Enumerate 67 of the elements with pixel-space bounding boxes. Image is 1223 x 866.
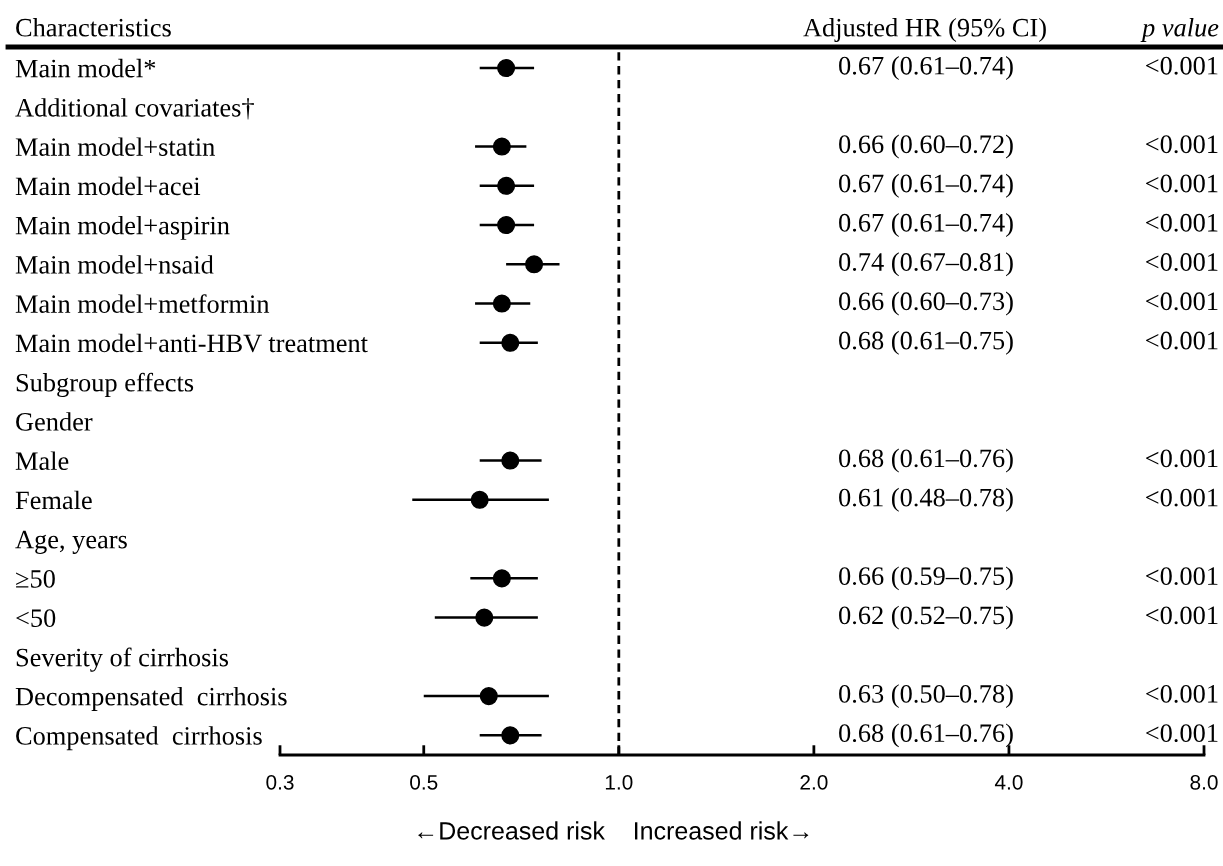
annotation: <0.001: [1146, 56, 1218, 75]
y-tick-label: Main model+nsaid: [15, 255, 214, 274]
y-tick-label: Severity of cirrhosis: [16, 647, 229, 672]
y-tick-label: Main model+statin: [15, 137, 215, 156]
annotation: <0.001: [1146, 567, 1218, 586]
annotation: <0.001: [1146, 292, 1218, 311]
point: [470, 490, 489, 509]
annotation: 0.66 (0.59–0.75): [839, 566, 1013, 591]
point: [475, 608, 494, 627]
point: [497, 176, 516, 195]
y-tick-label: ≥50: [16, 569, 55, 588]
annotation: <0.001: [1146, 135, 1218, 154]
point: [501, 333, 520, 352]
y-tick-label: Main model+anti-HBV treatment: [15, 333, 368, 353]
annotation: 0.63 (0.50–0.78): [839, 684, 1013, 709]
annotation: <0.001: [1146, 213, 1218, 232]
annotation: 0.66 (0.60–0.72): [839, 134, 1013, 159]
annotation: <0.001: [1146, 174, 1218, 193]
text: Increased risk→: [635, 821, 809, 840]
y-tick-label: Age, years: [15, 530, 127, 554]
annotation: 0.74 (0.67–0.81): [839, 252, 1013, 277]
annotation: <0.001: [1146, 331, 1218, 350]
y-tick-label: Gender: [16, 412, 93, 431]
point: [479, 687, 498, 706]
point: [501, 451, 520, 470]
y-tick-label: Male: [15, 451, 69, 470]
annotation: 0.68 (0.61–0.75): [839, 330, 1013, 355]
point: [501, 726, 520, 745]
x-tick-label: 2.0: [800, 774, 828, 790]
annotation: <0.001: [1146, 606, 1218, 625]
annotation: 0.67 (0.61–0.74): [839, 213, 1013, 238]
x-tick-label: 0.3: [266, 774, 294, 790]
annotation: 0.62 (0.52–0.75): [839, 605, 1013, 630]
annotation: 0.67 (0.61–0.74): [839, 173, 1013, 198]
text: Adjusted HR (95% CI): [803, 18, 1046, 42]
annotation: <0.001: [1146, 449, 1218, 468]
y-tick-label: Main model+acei: [15, 176, 201, 196]
annotation: <0.001: [1146, 724, 1218, 743]
y-tick-label: Main model*: [15, 58, 156, 78]
y-tick-label: Female: [15, 490, 92, 510]
point: [497, 58, 516, 78]
x-tick-label: 4.0: [994, 774, 1023, 790]
annotation: 0.61 (0.48–0.78): [839, 487, 1013, 512]
y-tick-label: Decompensated cirrhosis: [15, 686, 287, 711]
annotation: <0.001: [1146, 684, 1218, 703]
point: [492, 569, 511, 588]
text: p value: [1140, 18, 1219, 42]
point: [492, 137, 511, 156]
y-axis-title: Characteristics: [16, 18, 171, 37]
y-tick-label: Subgroup effects: [16, 372, 194, 398]
x-tick-label: 8.0: [1190, 774, 1218, 790]
y-tick-label: Additional covariates†: [15, 98, 254, 120]
y-tick-label: Compensated cirrhosis: [16, 726, 262, 751]
annotation: 0.68 (0.61–0.76): [839, 448, 1013, 473]
annotation: 0.66 (0.60–0.73): [839, 291, 1013, 316]
annotation: 0.68 (0.61–0.76): [839, 723, 1013, 748]
y-tick-label: Main model+aspirin: [15, 215, 230, 240]
annotation: <0.001: [1146, 253, 1218, 272]
text: ←Decreased risk: [418, 821, 605, 840]
point: [492, 294, 511, 313]
annotation: 0.67 (0.61–0.74): [839, 56, 1013, 80]
y-tick-label: <50: [16, 609, 56, 628]
annotation: <0.001: [1146, 488, 1218, 507]
point: [497, 216, 516, 235]
y-tick-label: Main model+metformin: [15, 294, 270, 313]
x-tick-label: 0.5: [410, 774, 438, 790]
x-tick-label: 1.0: [605, 774, 633, 790]
